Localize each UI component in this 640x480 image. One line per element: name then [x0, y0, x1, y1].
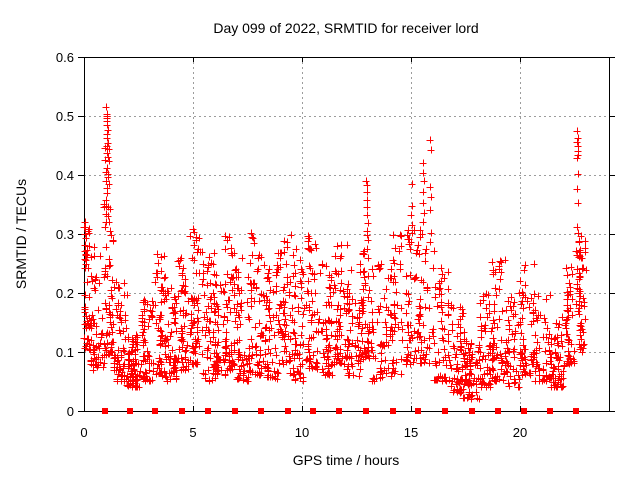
- baseline-square-marker: [205, 408, 211, 414]
- baseline-square-marker: [127, 408, 133, 414]
- baseline-square-marker: [521, 408, 527, 414]
- baseline-square-marker: [232, 408, 238, 414]
- baseline-square-marker: [442, 408, 448, 414]
- y-tick-label: 0: [67, 404, 74, 419]
- y-tick-label: 0.6: [56, 50, 74, 65]
- y-tick-label: 0.1: [56, 345, 74, 360]
- baseline-square-marker: [102, 408, 108, 414]
- baseline-square-marker: [258, 408, 264, 414]
- baseline-square-marker: [363, 408, 369, 414]
- scatter-plus-markers: [80, 103, 590, 403]
- x-tick-label: 10: [295, 425, 309, 440]
- x-tick-label: 5: [189, 425, 196, 440]
- baseline-square-marker: [285, 408, 291, 414]
- y-tick-label: 0.2: [56, 286, 74, 301]
- y-tick-label: 0.5: [56, 109, 74, 124]
- x-tick-label: 0: [80, 425, 87, 440]
- baseline-square-marker: [495, 408, 501, 414]
- y-axis-label: SRMTID / TECUs: [13, 179, 29, 289]
- baseline-square-marker: [336, 408, 342, 414]
- baseline-square-marker: [469, 408, 475, 414]
- baseline-square-marker: [179, 408, 185, 414]
- baseline-square-marker: [415, 408, 421, 414]
- baseline-square-marker: [573, 408, 579, 414]
- x-tick-label: 15: [404, 425, 418, 440]
- chart-title: Day 099 of 2022, SRMTID for receiver lor…: [213, 20, 478, 36]
- frame-layer: 0 0.1 0.2 0.3 0.4 0.5 0.6 0 5 10 15 20: [56, 50, 615, 440]
- baseline-square-marker: [547, 408, 553, 414]
- y-tick-label: 0.4: [56, 168, 74, 183]
- baseline-square-marker: [310, 408, 316, 414]
- x-tick-label: 20: [513, 425, 527, 440]
- x-axis-label: GPS time / hours: [293, 452, 400, 468]
- data-points-layer: [80, 103, 590, 414]
- label-layer: Day 099 of 2022, SRMTID for receiver lor…: [13, 20, 479, 468]
- baseline-square-marker: [390, 408, 396, 414]
- baseline-square-marker: [152, 408, 158, 414]
- y-tick-label: 0.3: [56, 227, 74, 242]
